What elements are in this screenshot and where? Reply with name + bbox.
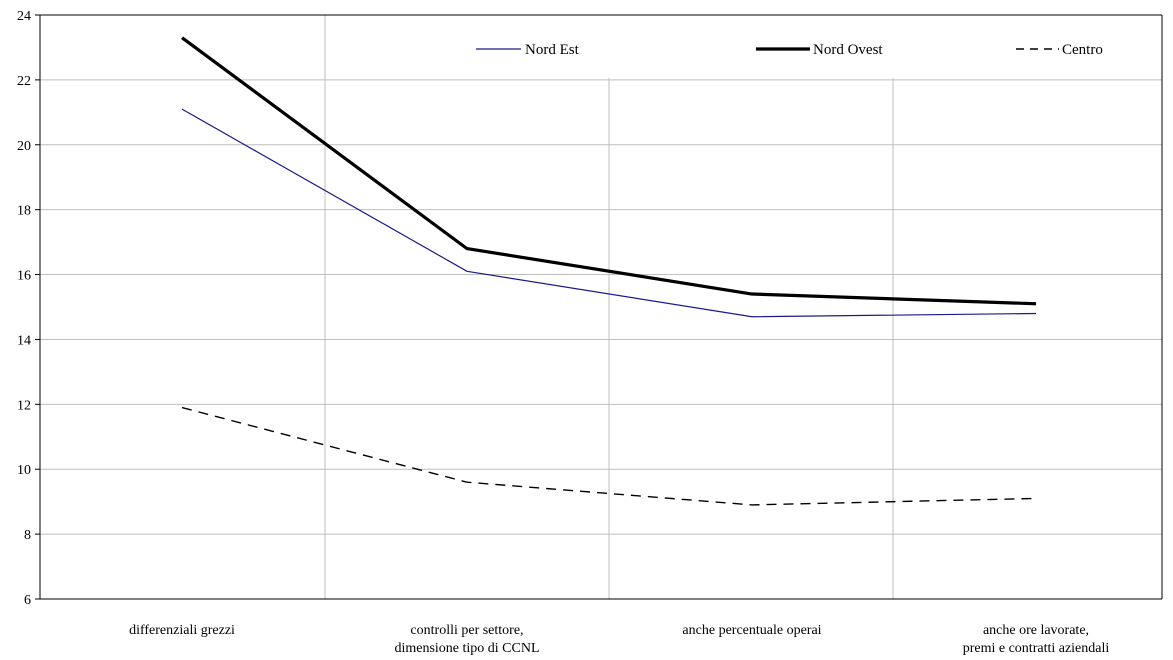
y-tick-label: 14 bbox=[17, 333, 31, 348]
legend-label: Nord Est bbox=[525, 42, 580, 58]
x-category-label: anche ore lavorate, premi e contratti azi… bbox=[963, 623, 1110, 656]
y-tick-label: 20 bbox=[17, 139, 31, 154]
y-tick-label: 12 bbox=[17, 398, 31, 413]
y-tick-label: 24 bbox=[17, 9, 31, 24]
x-category-label-line: anche percentuale operai bbox=[682, 623, 821, 638]
y-tick-label: 22 bbox=[17, 74, 31, 89]
y-tick-label: 10 bbox=[17, 463, 31, 478]
x-category-label-line: anche ore lavorate, bbox=[983, 623, 1089, 638]
x-category-label: differenziali grezzi bbox=[129, 623, 235, 638]
x-category-label-line: dimensione tipo di CCNL bbox=[394, 641, 539, 656]
x-category-label-line: differenziali grezzi bbox=[129, 623, 235, 638]
y-tick-label: 16 bbox=[17, 269, 31, 284]
x-category-label-line: controlli per settore, bbox=[410, 623, 523, 638]
series-line-nord-est bbox=[181, 108, 1037, 318]
series-lines bbox=[181, 36, 1037, 506]
gridlines bbox=[40, 15, 1162, 599]
y-tick-label: 18 bbox=[17, 204, 31, 219]
x-category-label: controlli per settore, dimensione tipo di… bbox=[394, 623, 539, 656]
axes bbox=[39, 14, 1163, 600]
legend: Nord Est Nord Ovest Centro bbox=[476, 42, 1103, 58]
x-category-label-line: premi e contratti aziendali bbox=[963, 641, 1110, 656]
x-category-label: anche percentuale operai bbox=[682, 623, 821, 638]
series-line-centro bbox=[181, 406, 1037, 506]
y-axis-ticks: 6 8 10 12 14 16 18 20 22 24 bbox=[17, 9, 40, 608]
x-axis-categories: differenziali grezzi controlli per settor… bbox=[129, 623, 1109, 656]
y-tick-label: 8 bbox=[24, 528, 31, 543]
series-line-nord-ovest bbox=[181, 36, 1037, 306]
y-tick-label: 6 bbox=[24, 593, 31, 608]
legend-label: Nord Ovest bbox=[813, 42, 883, 58]
legend-label: Centro bbox=[1062, 42, 1103, 58]
